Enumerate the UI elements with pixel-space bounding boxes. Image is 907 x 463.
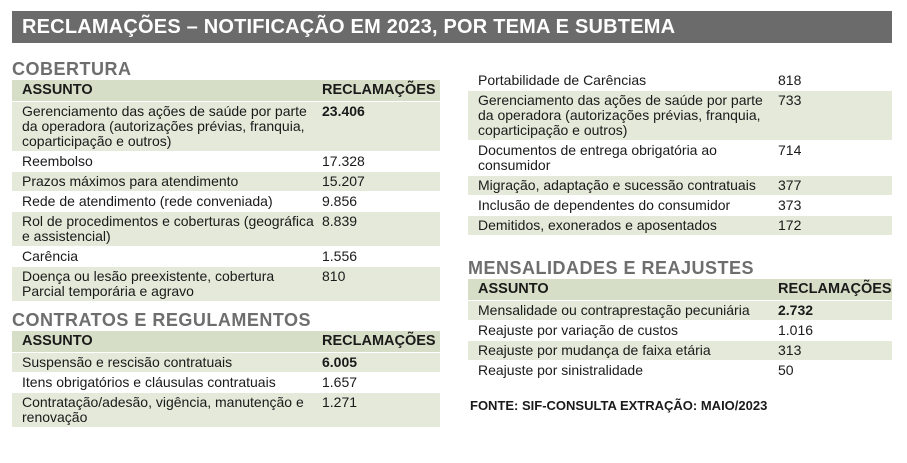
row-count: 1.271: [322, 394, 358, 410]
column-header-subject: ASSUNTO: [478, 281, 549, 297]
row-subject: Rede de atendimento (rede conveniada): [22, 193, 273, 209]
row-count: 1.657: [322, 374, 358, 390]
table-row: Prazos máximos para atendimento 15.207: [12, 171, 440, 191]
row-count: 373: [778, 197, 802, 213]
left-column: COBERTURA ASSUNTO RECLAMAÇÕES Gerenciame…: [12, 58, 440, 427]
row-subject: Reajuste por mudança de faixa etária: [478, 342, 711, 358]
column-header-subject: ASSUNTO: [22, 82, 93, 98]
row-count: 1.016: [778, 322, 814, 338]
row-subject: Rol de procedimentos e coberturas (geogr…: [22, 213, 314, 244]
table-contratos-continued: Portabilidade de Carências 818 Gerenciam…: [468, 70, 892, 235]
page-title: RECLAMAÇÕES – NOTIFICAÇÃO EM 2023, POR T…: [12, 11, 892, 43]
table-cobertura: ASSUNTO RECLAMAÇÕES Gerenciamento das aç…: [12, 80, 440, 301]
row-count: 15.207: [322, 173, 365, 189]
row-count: 17.328: [322, 153, 365, 169]
row-subject: Demitidos, exonerados e aposentados: [478, 217, 717, 233]
table-row: Itens obrigatórios e cláusulas contratua…: [12, 372, 440, 392]
row-subject: Migração, adaptação e sucessão contratua…: [478, 177, 756, 193]
table-row: Reajuste por sinistralidade 50: [468, 360, 892, 380]
section-heading-mensalidades: MENSALIDADES E REAJUSTES: [468, 258, 755, 278]
column-header-count: RECLAMAÇÕES: [322, 333, 436, 349]
table-row: Migração, adaptação e sucessão contratua…: [468, 175, 892, 195]
table-row: Reajuste por variação de custos 1.016: [468, 320, 892, 340]
table-row: Doença ou lesão preexistente, cobertura …: [12, 266, 440, 301]
row-subject: Mensalidade ou contraprestação pecuniári…: [478, 302, 750, 318]
table-row: Reembolso 17.328: [12, 151, 440, 171]
row-subject: Doença ou lesão preexistente, cobertura …: [22, 268, 275, 299]
table-header: ASSUNTO RECLAMAÇÕES: [12, 80, 440, 101]
row-subject: Contratação/adesão, vigência, manutenção…: [22, 394, 304, 425]
table-row: Portabilidade de Carências 818: [468, 70, 892, 90]
table-row: Carência 1.556: [12, 246, 440, 266]
section-heading-cobertura: COBERTURA: [12, 59, 132, 79]
table-row: Gerenciamento das ações de saúde por par…: [468, 90, 892, 140]
row-count: 1.556: [322, 248, 358, 264]
row-count: 810: [322, 268, 346, 284]
row-subject: Prazos máximos para atendimento: [22, 173, 239, 189]
row-subject: Suspensão e rescisão contratuais: [22, 354, 233, 370]
row-subject: Portabilidade de Carências: [478, 72, 647, 88]
column-header-count: RECLAMAÇÕES: [322, 82, 436, 98]
table-row: Reajuste por mudança de faixa etária 313: [468, 340, 892, 360]
table-row: Rede de atendimento (rede conveniada) 9.…: [12, 191, 440, 211]
table-mensalidades: ASSUNTO RECLAMAÇÕES Mensalidade ou contr…: [468, 279, 892, 380]
row-count: 6.005: [322, 354, 358, 370]
row-count: 714: [778, 142, 802, 158]
row-count: 8.839: [322, 213, 358, 229]
column-header-subject: ASSUNTO: [22, 333, 93, 349]
row-count: 377: [778, 177, 802, 193]
table-row: Inclusão de dependentes do consumidor 37…: [468, 195, 892, 215]
row-subject: Reajuste por variação de custos: [478, 322, 678, 338]
row-count: 9.856: [322, 193, 358, 209]
table-row: Demitidos, exonerados e aposentados 172: [468, 215, 892, 235]
source-note: FONTE: SIF-CONSULTA EXTRAÇÃO: MAIO/2023: [470, 398, 768, 413]
table-header: ASSUNTO RECLAMAÇÕES: [12, 331, 440, 352]
row-subject: Documentos de entrega obrigatória ao con…: [478, 142, 717, 173]
row-subject: Inclusão de dependentes do consumidor: [478, 197, 731, 213]
row-count: 733: [778, 92, 802, 108]
table-row: Contratação/adesão, vigência, manutenção…: [12, 392, 440, 427]
row-count: 172: [778, 217, 802, 233]
table-row: Documentos de entrega obrigatória ao con…: [468, 140, 892, 175]
row-subject: Reembolso: [22, 153, 93, 169]
section-heading-contratos: CONTRATOS E REGULAMENTOS: [12, 310, 312, 330]
column-header-count: RECLAMAÇÕES: [778, 281, 892, 297]
table-header: ASSUNTO RECLAMAÇÕES: [468, 279, 892, 300]
row-subject: Gerenciamento das ações de saúde por par…: [22, 103, 307, 149]
row-subject: Reajuste por sinistralidade: [478, 362, 643, 378]
row-count: 23.406: [322, 103, 365, 119]
table-contratos: ASSUNTO RECLAMAÇÕES Suspensão e rescisão…: [12, 331, 440, 427]
row-count: 313: [778, 342, 802, 358]
row-count: 2.732: [778, 302, 814, 318]
row-count: 50: [778, 362, 794, 378]
row-count: 818: [778, 72, 802, 88]
table-row: Gerenciamento das ações de saúde por par…: [12, 101, 440, 151]
row-subject: Carência: [22, 248, 79, 264]
row-subject: Itens obrigatórios e cláusulas contratua…: [22, 374, 276, 390]
right-column: Portabilidade de Carências 818 Gerenciam…: [468, 70, 892, 413]
table-row: Mensalidade ou contraprestação pecuniári…: [468, 300, 892, 320]
row-subject: Gerenciamento das ações de saúde por par…: [478, 92, 763, 138]
table-row: Suspensão e rescisão contratuais 6.005: [12, 352, 440, 372]
table-row: Rol de procedimentos e coberturas (geogr…: [12, 211, 440, 246]
